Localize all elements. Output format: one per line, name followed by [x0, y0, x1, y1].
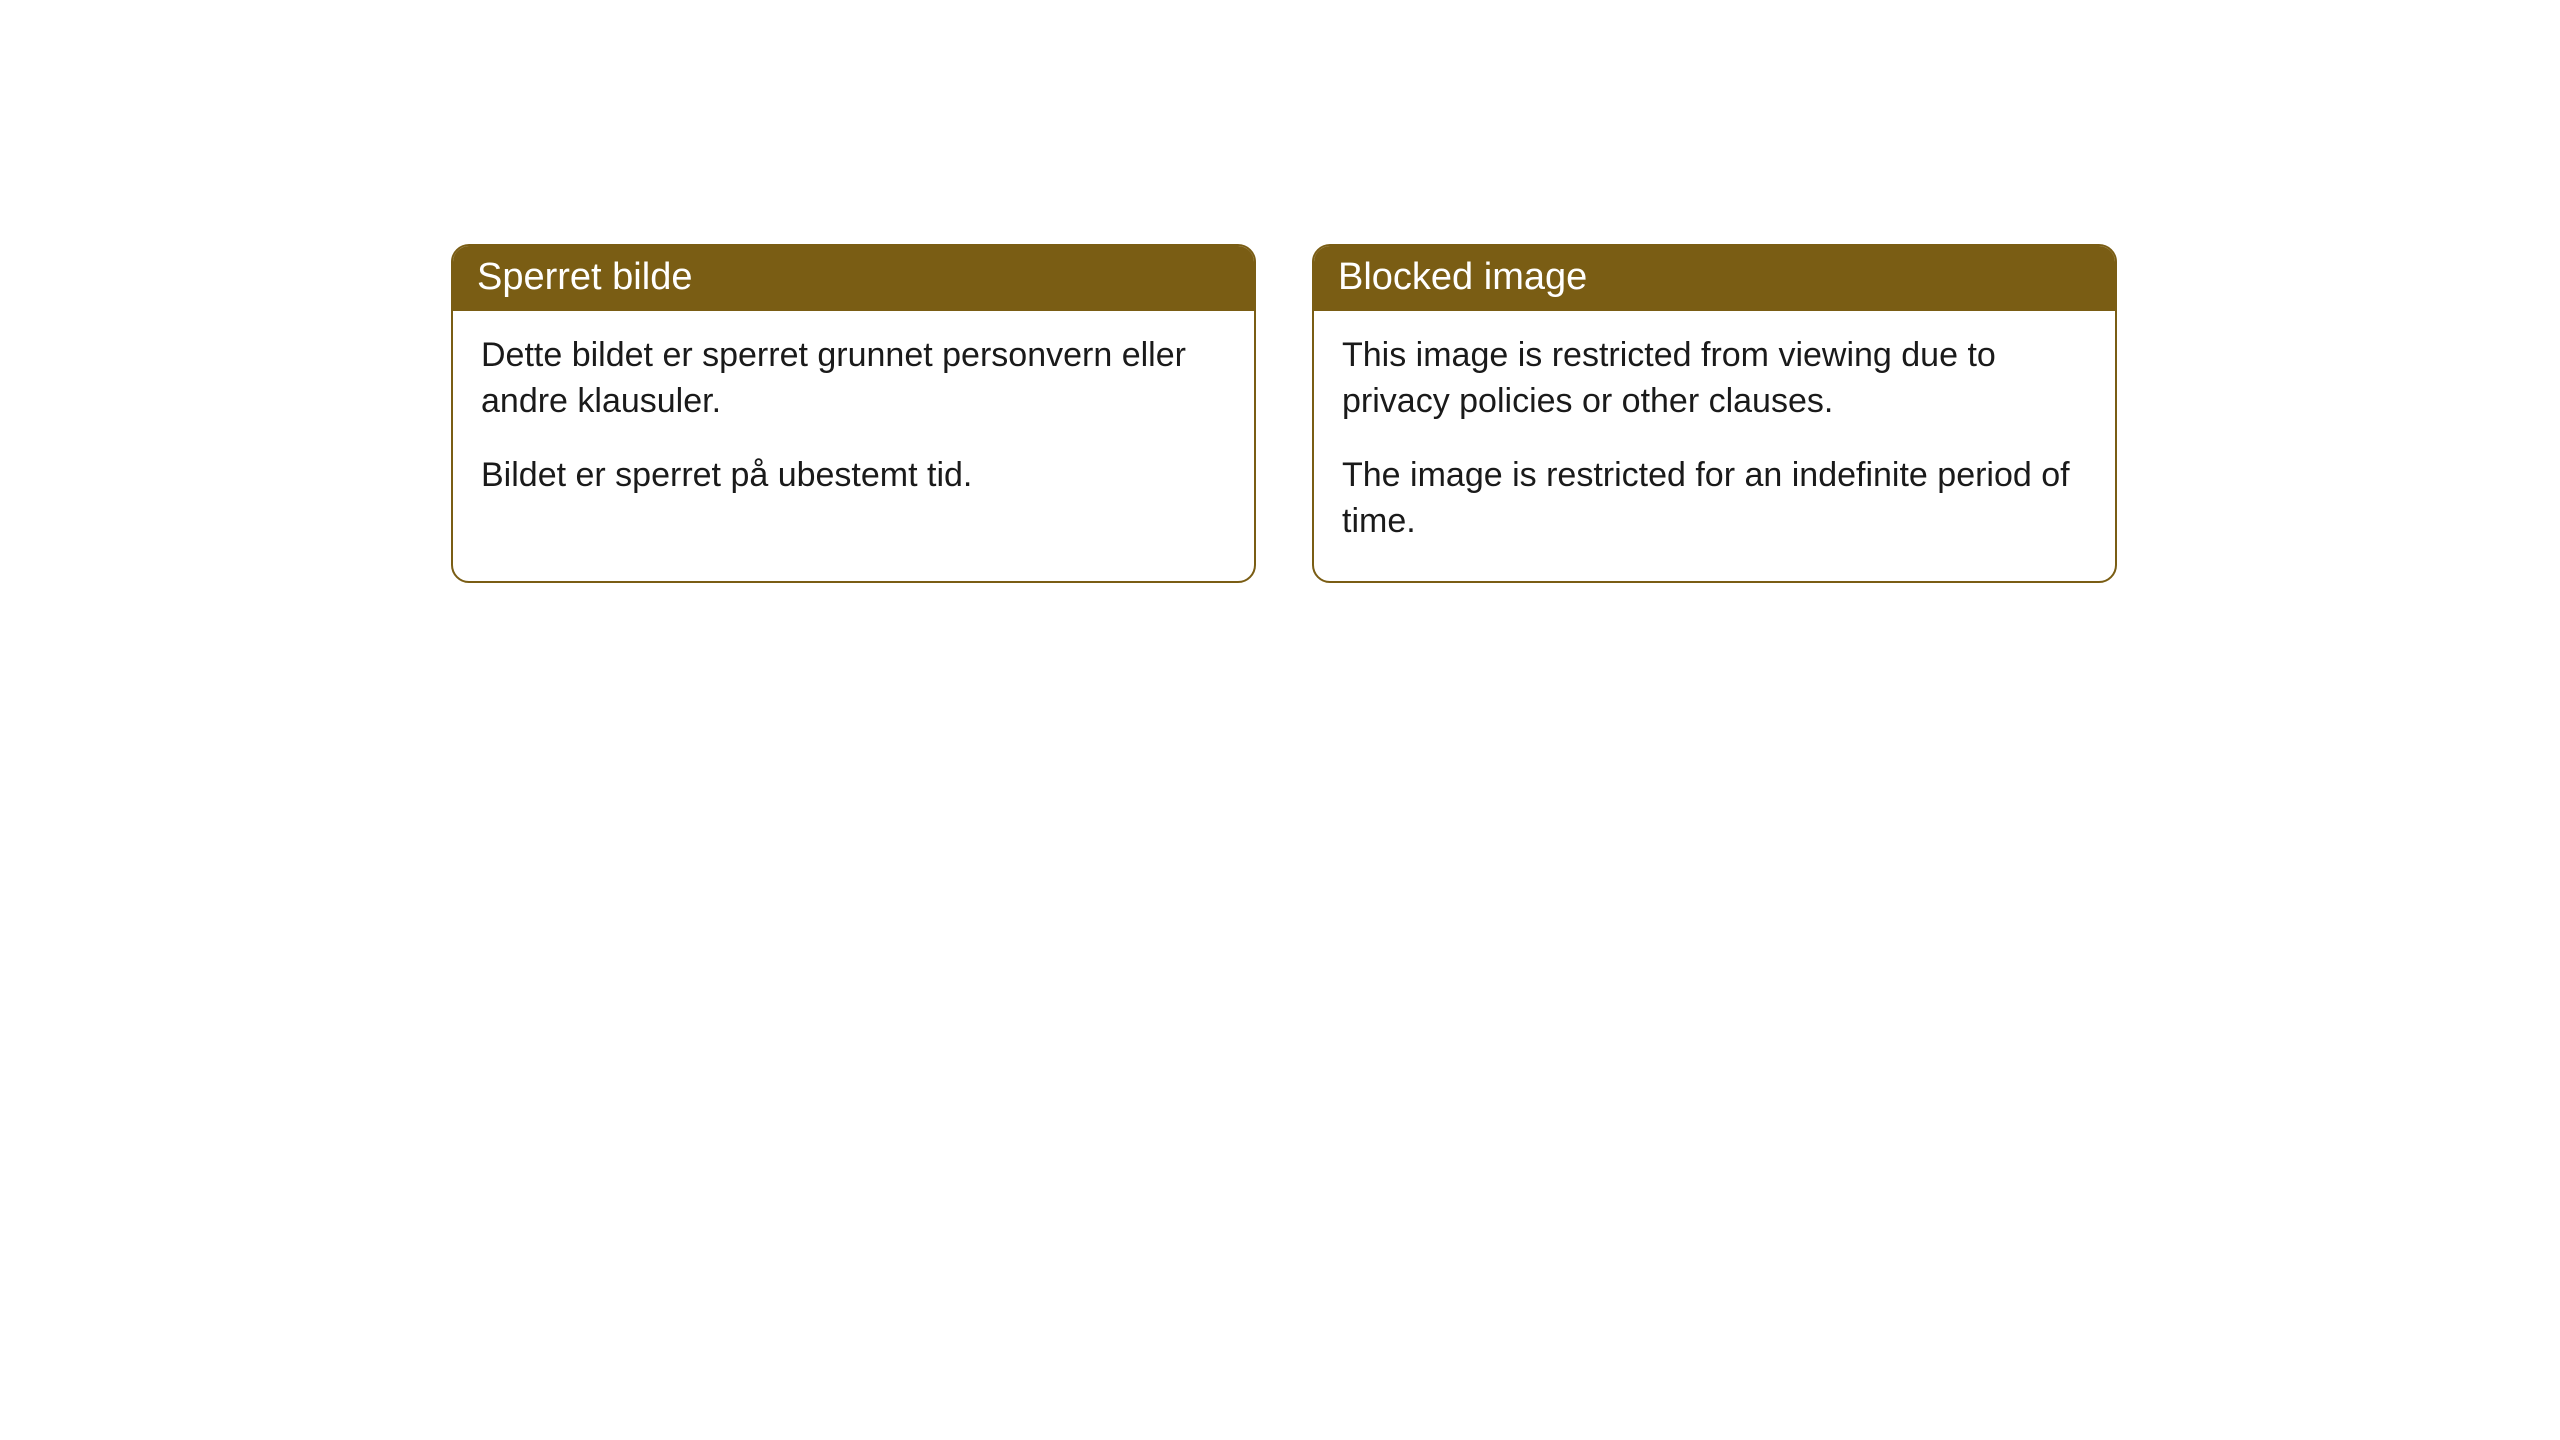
notice-card-norwegian: Sperret bilde Dette bildet er sperret gr…: [451, 244, 1256, 583]
notice-card-english: Blocked image This image is restricted f…: [1312, 244, 2117, 583]
notice-body-norwegian: Dette bildet er sperret grunnet personve…: [453, 311, 1254, 581]
notice-header-norwegian: Sperret bilde: [453, 246, 1254, 311]
notice-text-reason-english: This image is restricted from viewing du…: [1342, 333, 2087, 425]
notice-body-english: This image is restricted from viewing du…: [1314, 311, 2115, 575]
notice-header-english: Blocked image: [1314, 246, 2115, 311]
notice-text-reason-norwegian: Dette bildet er sperret grunnet personve…: [481, 333, 1226, 425]
notice-text-duration-norwegian: Bildet er sperret på ubestemt tid.: [481, 453, 1226, 499]
notice-text-duration-english: The image is restricted for an indefinit…: [1342, 453, 2087, 545]
notice-container: Sperret bilde Dette bildet er sperret gr…: [0, 0, 2560, 583]
